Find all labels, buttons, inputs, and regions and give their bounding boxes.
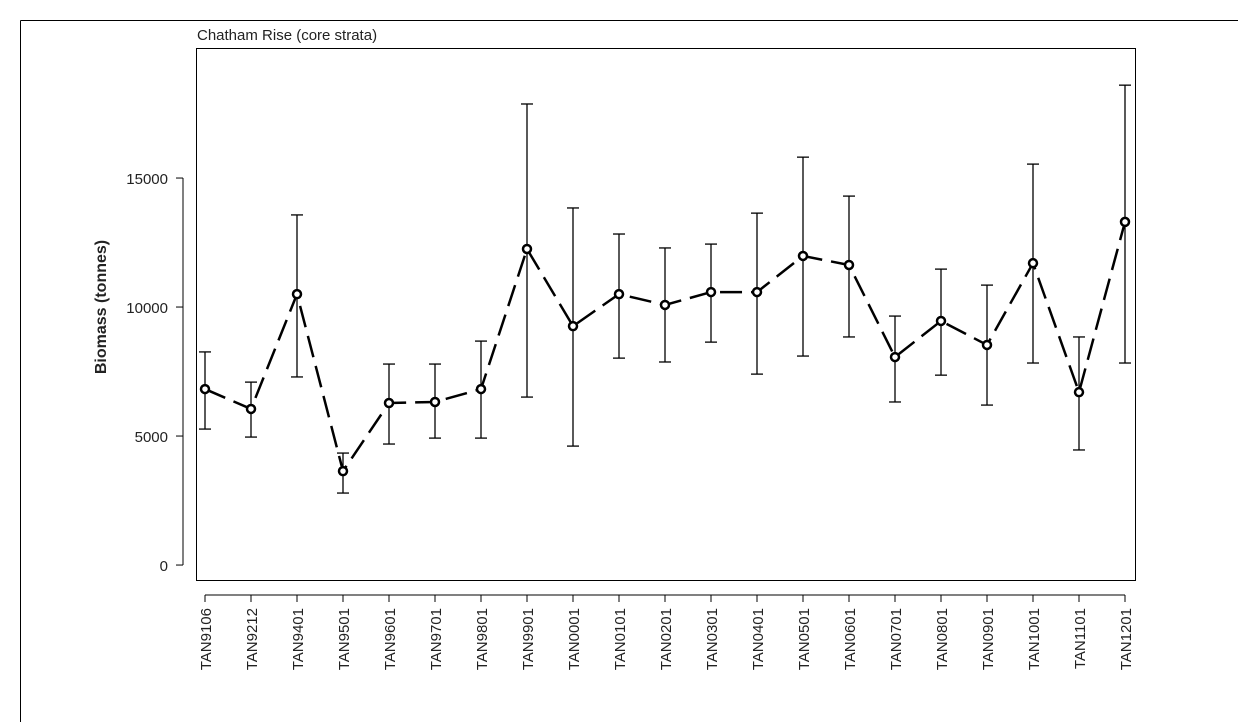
point xyxy=(291,288,303,300)
point xyxy=(245,403,257,415)
x-tick-label: TAN0201 xyxy=(658,608,675,670)
point xyxy=(521,243,533,255)
chart-title: Chatham Rise (core strata) xyxy=(197,27,377,44)
x-tick-label: TAN1101 xyxy=(1072,608,1089,669)
x-tick-label: TAN9901 xyxy=(520,608,537,670)
x-tick-label: TAN0901 xyxy=(980,608,997,670)
point xyxy=(935,315,947,327)
point xyxy=(751,286,763,298)
point xyxy=(1119,216,1131,228)
x-tick-label: TAN0701 xyxy=(888,608,905,670)
y-tick-label: 15000 xyxy=(126,171,168,188)
x-tick-label: TAN1001 xyxy=(1026,608,1043,670)
point xyxy=(1027,257,1039,269)
point xyxy=(889,351,901,363)
plot-box xyxy=(196,48,1136,581)
x-tick-label: TAN0501 xyxy=(796,608,813,670)
y-tick-label: 10000 xyxy=(126,300,168,317)
point xyxy=(475,383,487,395)
x-tick-label: TAN9701 xyxy=(428,608,445,670)
x-tick-label: TAN9212 xyxy=(244,608,261,670)
x-tick-label: TAN9601 xyxy=(382,608,399,670)
point xyxy=(981,339,993,351)
x-tick-label: TAN0601 xyxy=(842,608,859,670)
y-axis-label: Biomass (tonnes) xyxy=(93,240,110,374)
y-tick-label: 5000 xyxy=(135,429,168,446)
x-tick-label: TAN0001 xyxy=(566,608,583,670)
point xyxy=(705,286,717,298)
point xyxy=(337,465,349,477)
point xyxy=(567,320,579,332)
x-tick-label: TAN0801 xyxy=(934,608,951,670)
point xyxy=(613,288,625,300)
point xyxy=(843,259,855,271)
x-tick-label: TAN1201 xyxy=(1118,608,1135,670)
point xyxy=(797,250,809,262)
point xyxy=(429,396,441,408)
point xyxy=(383,397,395,409)
x-tick-label: TAN9501 xyxy=(336,608,353,670)
point xyxy=(659,299,671,311)
point xyxy=(199,383,211,395)
x-tick-label: TAN9801 xyxy=(474,608,491,670)
x-tick-label: TAN0401 xyxy=(750,608,767,670)
x-tick-label: TAN9401 xyxy=(290,608,307,670)
x-tick-label: TAN0301 xyxy=(704,608,721,670)
y-tick-label: 0 xyxy=(160,558,168,575)
x-tick-label: TAN0101 xyxy=(612,608,629,670)
x-tick-label: TAN9106 xyxy=(198,608,215,670)
point xyxy=(1073,386,1085,398)
